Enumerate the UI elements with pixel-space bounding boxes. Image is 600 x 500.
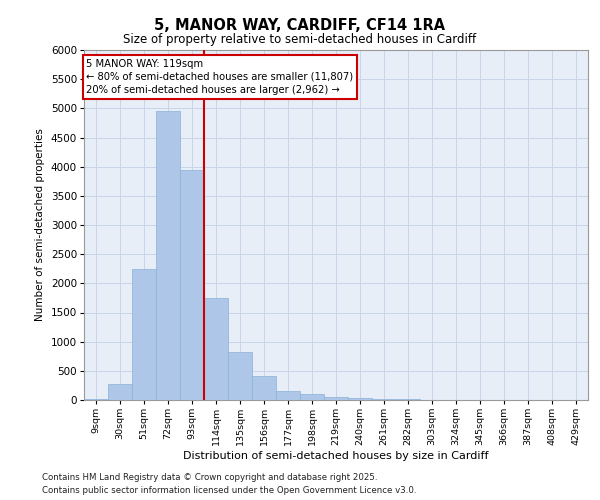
Text: 5 MANOR WAY: 119sqm
← 80% of semi-detached houses are smaller (11,807)
20% of se: 5 MANOR WAY: 119sqm ← 80% of semi-detach… <box>86 59 353 95</box>
Bar <box>156 112 180 400</box>
Bar <box>300 394 324 400</box>
Text: Contains public sector information licensed under the Open Government Licence v3: Contains public sector information licen… <box>42 486 416 495</box>
Bar <box>276 391 300 400</box>
X-axis label: Distribution of semi-detached houses by size in Cardiff: Distribution of semi-detached houses by … <box>183 451 489 461</box>
Y-axis label: Number of semi-detached properties: Number of semi-detached properties <box>35 128 45 322</box>
Bar <box>348 398 372 400</box>
Bar <box>324 397 348 400</box>
Bar <box>228 352 252 400</box>
Bar <box>180 170 204 400</box>
Bar <box>84 398 108 400</box>
Bar <box>252 376 276 400</box>
Text: 5, MANOR WAY, CARDIFF, CF14 1RA: 5, MANOR WAY, CARDIFF, CF14 1RA <box>154 18 446 32</box>
Text: Contains HM Land Registry data © Crown copyright and database right 2025.: Contains HM Land Registry data © Crown c… <box>42 474 377 482</box>
Bar <box>372 399 396 400</box>
Bar <box>132 269 156 400</box>
Bar <box>108 384 132 400</box>
Text: Size of property relative to semi-detached houses in Cardiff: Size of property relative to semi-detach… <box>124 32 476 46</box>
Bar <box>204 298 228 400</box>
